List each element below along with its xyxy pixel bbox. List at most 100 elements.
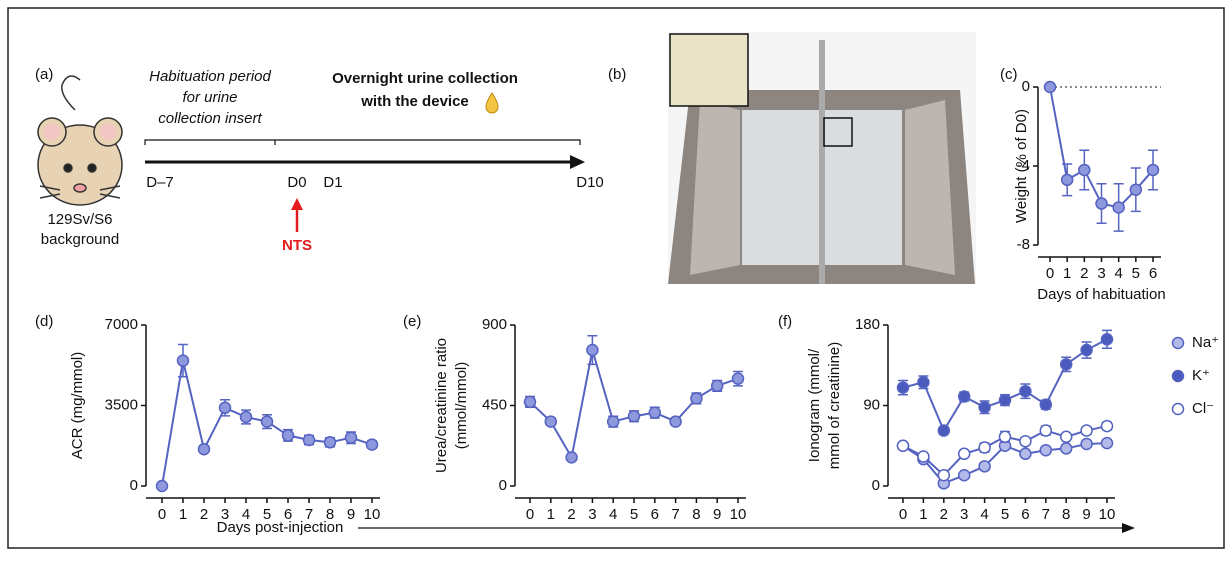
- x-tick-label: 6: [284, 506, 292, 523]
- x-tick-label: 1: [1063, 265, 1071, 282]
- legend-label: Cl⁻: [1192, 400, 1214, 417]
- data-point: [197, 442, 211, 456]
- device-photo: [668, 32, 976, 284]
- y-tick-label: 450: [482, 396, 507, 413]
- x-tick-label: 4: [609, 506, 617, 523]
- data-point: [978, 401, 991, 414]
- data-point: [239, 410, 253, 424]
- data-point: [1100, 333, 1114, 346]
- legend-marker: [1171, 402, 1185, 416]
- day-label: D1: [323, 174, 342, 191]
- data-point: [1129, 183, 1143, 196]
- data-point: [896, 439, 910, 452]
- strain-label: 129Sv/S6: [47, 211, 112, 228]
- x-tick-label: 1: [179, 506, 187, 523]
- data-point: [710, 379, 724, 393]
- data-point: [1059, 358, 1073, 371]
- data-point: [565, 451, 578, 464]
- drop-icon: [485, 92, 499, 114]
- data-point: [1100, 436, 1114, 450]
- y-tick-label: 0: [130, 477, 138, 494]
- x-tick-label: 6: [1021, 506, 1029, 523]
- y-axis-label: mmol of creatinine): [826, 342, 843, 470]
- panel-label: (c): [1000, 66, 1018, 83]
- y-axis-label: ACR (mg/mmol): [69, 352, 86, 460]
- strain-label: background: [41, 231, 119, 248]
- data-point: [669, 415, 682, 428]
- y-tick-label: 0: [499, 477, 507, 494]
- x-tick-label: 4: [1114, 265, 1122, 282]
- timeline-arrow: [570, 155, 585, 169]
- data-point: [1146, 163, 1160, 177]
- data-point: [998, 393, 1012, 407]
- x-tick-label: 3: [588, 506, 596, 523]
- panel-label: (d): [35, 313, 53, 330]
- day-label: D10: [576, 174, 604, 191]
- data-point: [1043, 80, 1057, 94]
- x-tick-label: 5: [263, 506, 271, 523]
- data-point: [1019, 447, 1032, 461]
- data-point: [1060, 173, 1074, 187]
- x-tick-label: 1: [547, 506, 555, 523]
- x-tick-label: 2: [1080, 265, 1088, 282]
- y-axis-label: (mmol/mmol): [453, 362, 470, 450]
- day-label: D0: [287, 174, 306, 191]
- data-point: [957, 447, 971, 461]
- data-point: [1078, 163, 1091, 177]
- x-tick-label: 6: [1149, 265, 1157, 282]
- data-point: [648, 406, 662, 419]
- x-tick-label: 4: [980, 506, 988, 523]
- data-point: [978, 441, 991, 454]
- collection-text: Overnight urine collection: [332, 70, 518, 87]
- x-tick-label: 10: [1099, 506, 1116, 523]
- x-tick-label: 10: [730, 506, 747, 523]
- y-tick-label: -8: [1017, 236, 1030, 253]
- data-point: [218, 401, 232, 415]
- y-tick-label: 180: [855, 316, 880, 333]
- x-tick-label: 5: [630, 506, 638, 523]
- data-point: [1059, 430, 1073, 444]
- data-point: [1080, 343, 1093, 357]
- day-label: D–7: [146, 174, 174, 191]
- panel-label: (a): [35, 66, 53, 83]
- x-tick-label: 2: [567, 506, 575, 523]
- data-point: [1019, 435, 1032, 448]
- period-bracket: [144, 139, 581, 145]
- habituation-text: collection insert: [158, 110, 262, 127]
- data-point: [176, 354, 190, 367]
- data-point: [586, 343, 599, 357]
- data-point: [1080, 424, 1093, 437]
- x-tick-label: 2: [940, 506, 948, 523]
- y-tick-label: 900: [482, 316, 507, 333]
- data-point: [281, 429, 295, 442]
- data-point: [627, 409, 641, 423]
- x-tick-label: 9: [1082, 506, 1090, 523]
- x-tick-label: 0: [899, 506, 907, 523]
- x-tick-label: 3: [1097, 265, 1105, 282]
- y-tick-label: 0: [872, 477, 880, 494]
- x-tick-label: 1: [919, 506, 927, 523]
- data-point: [690, 392, 703, 405]
- shared-x-label: Days post-injection: [217, 519, 344, 536]
- mouse-icon: [37, 75, 123, 206]
- x-tick-label: 10: [364, 506, 381, 523]
- y-tick-label: 90: [863, 396, 880, 413]
- x-tick-label: 7: [1042, 506, 1050, 523]
- legend-label: K⁺: [1192, 367, 1210, 384]
- panel-label: (f): [778, 313, 792, 330]
- legend-marker: [1171, 336, 1185, 350]
- data-point: [937, 469, 951, 482]
- x-tick-label: 7: [305, 506, 313, 523]
- data-point: [1039, 443, 1053, 457]
- x-tick-label: 9: [713, 506, 721, 523]
- habituation-text: for urine: [182, 89, 237, 106]
- collection-text: with the device: [360, 93, 469, 110]
- data-point: [260, 415, 274, 428]
- data-point: [1095, 197, 1108, 210]
- x-tick-label: 5: [1001, 506, 1009, 523]
- data-point: [937, 424, 951, 437]
- data-point: [606, 415, 620, 428]
- y-axis-label: Weight (% of D0): [1013, 109, 1030, 223]
- shared-x-arrow-head: [1122, 523, 1135, 533]
